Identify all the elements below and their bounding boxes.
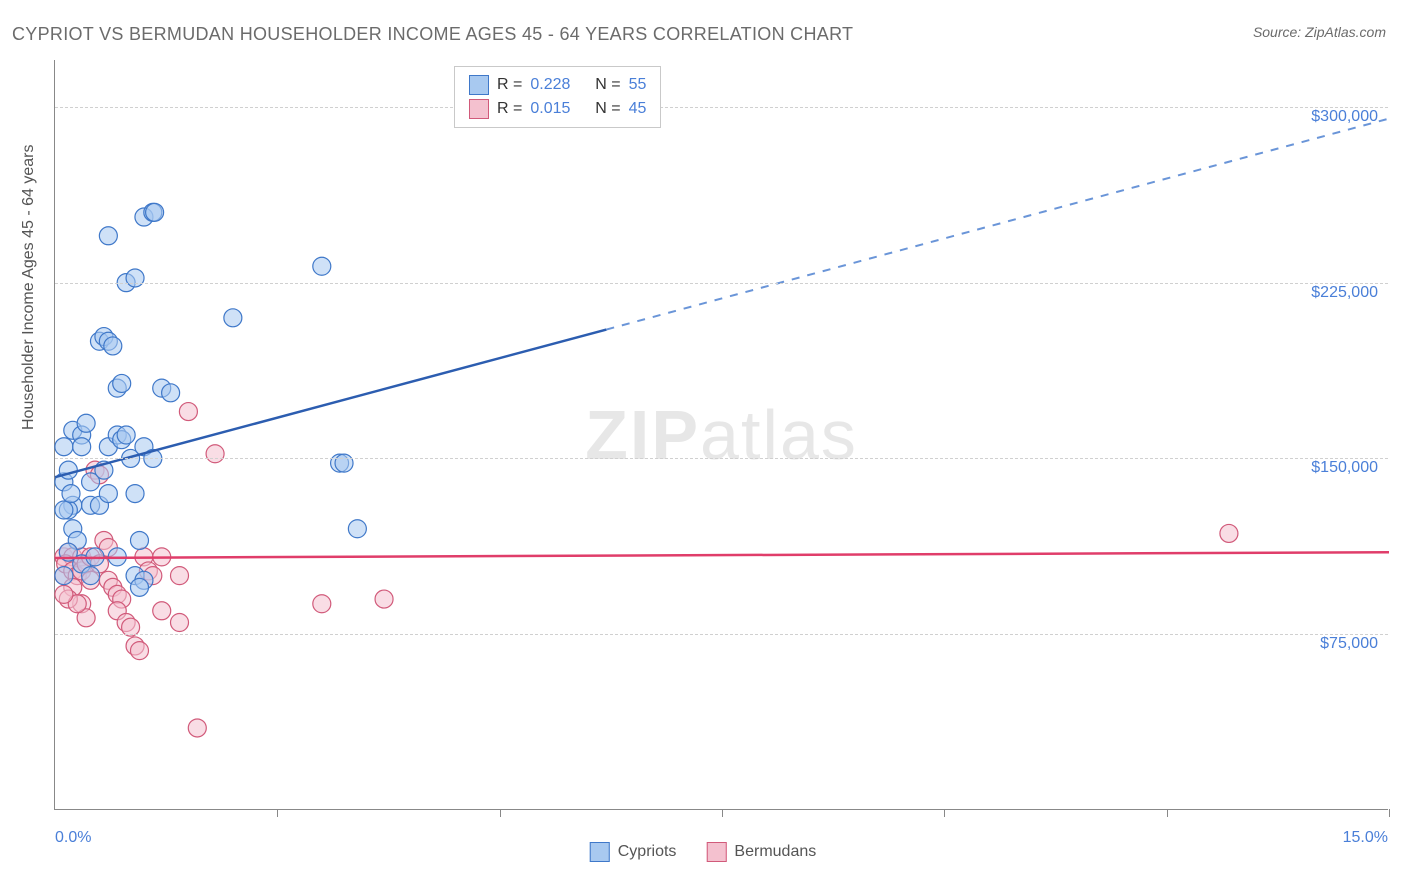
bermudans-trend-line: [55, 552, 1389, 558]
cypriots-point: [130, 578, 148, 596]
scatter-plot-svg: [55, 60, 1388, 809]
x-tick: [500, 809, 501, 817]
x-tick: [944, 809, 945, 817]
swatch-bermudans: [469, 99, 489, 119]
cypriots-point: [126, 269, 144, 287]
cypriots-point: [146, 203, 164, 221]
source-attribution: Source: ZipAtlas.com: [1253, 24, 1386, 40]
bermudans-point: [171, 614, 189, 632]
cypriots-point: [224, 309, 242, 327]
chart-container: CYPRIOT VS BERMUDAN HOUSEHOLDER INCOME A…: [0, 0, 1406, 892]
cypriots-point: [99, 227, 117, 245]
bermudans-point: [130, 642, 148, 660]
cypriots-point: [117, 426, 135, 444]
bermudans-point: [188, 719, 206, 737]
bermudans-point: [171, 567, 189, 585]
legend-item-cypriots: Cypriots: [590, 842, 677, 862]
legend-item-bermudans: Bermudans: [706, 842, 816, 862]
cypriots-point: [82, 567, 100, 585]
r-label: R =: [497, 76, 522, 94]
cypriots-point: [55, 501, 73, 519]
cypriots-point: [126, 485, 144, 503]
bermudans-point: [179, 403, 197, 421]
correlation-legend: R = 0.228 N = 55 R = 0.015 N = 45: [454, 66, 661, 128]
cypriots-point: [348, 520, 366, 538]
legend-label-cypriots: Cypriots: [618, 843, 677, 861]
cypriots-point: [62, 485, 80, 503]
y-axis-label: Householder Income Ages 45 - 64 years: [20, 145, 38, 431]
cypriots-trend-line-dashed: [606, 119, 1389, 330]
x-tick: [1389, 809, 1390, 817]
x-axis-max-label: 15.0%: [1343, 829, 1388, 847]
bermudans-r-value: 0.015: [530, 100, 570, 118]
bermudans-point: [1220, 524, 1238, 542]
swatch-cypriots: [590, 842, 610, 862]
cypriots-trend-line-solid: [55, 330, 606, 478]
y-tick-label: $300,000: [1311, 108, 1378, 126]
cypriots-r-value: 0.228: [530, 76, 570, 94]
cypriots-point: [104, 337, 122, 355]
n-label: N =: [595, 100, 620, 118]
cypriots-point: [113, 374, 131, 392]
cypriots-point: [73, 438, 91, 456]
y-tick-label: $150,000: [1311, 459, 1378, 477]
gridline-h: [55, 107, 1388, 108]
swatch-cypriots: [469, 75, 489, 95]
legend-row-cypriots: R = 0.228 N = 55: [469, 73, 646, 97]
cypriots-point: [162, 384, 180, 402]
swatch-bermudans: [706, 842, 726, 862]
bermudans-point: [55, 585, 73, 603]
bermudans-point: [153, 602, 171, 620]
bermudans-point: [375, 590, 393, 608]
n-label: N =: [595, 76, 620, 94]
y-tick-label: $75,000: [1320, 635, 1378, 653]
gridline-h: [55, 283, 1388, 284]
legend-label-bermudans: Bermudans: [734, 843, 816, 861]
bermudans-point: [206, 445, 224, 463]
bermudans-point: [313, 595, 331, 613]
bermudans-n-value: 45: [629, 100, 647, 118]
cypriots-n-value: 55: [629, 76, 647, 94]
legend-row-bermudans: R = 0.015 N = 45: [469, 97, 646, 121]
gridline-h: [55, 458, 1388, 459]
y-tick-label: $225,000: [1311, 284, 1378, 302]
gridline-h: [55, 634, 1388, 635]
x-tick: [277, 809, 278, 817]
series-legend: Cypriots Bermudans: [590, 842, 817, 862]
x-tick: [722, 809, 723, 817]
cypriots-point: [130, 531, 148, 549]
cypriots-point: [77, 414, 95, 432]
x-tick: [1167, 809, 1168, 817]
x-axis-min-label: 0.0%: [55, 829, 91, 847]
cypriots-point: [313, 257, 331, 275]
r-label: R =: [497, 100, 522, 118]
plot-area: ZIPatlas 0.0% 15.0% $75,000$150,000$225,…: [54, 60, 1388, 810]
cypriots-point: [99, 485, 117, 503]
cypriots-point: [335, 454, 353, 472]
chart-title: CYPRIOT VS BERMUDAN HOUSEHOLDER INCOME A…: [12, 24, 853, 45]
cypriots-point: [55, 438, 73, 456]
cypriots-point: [55, 567, 73, 585]
